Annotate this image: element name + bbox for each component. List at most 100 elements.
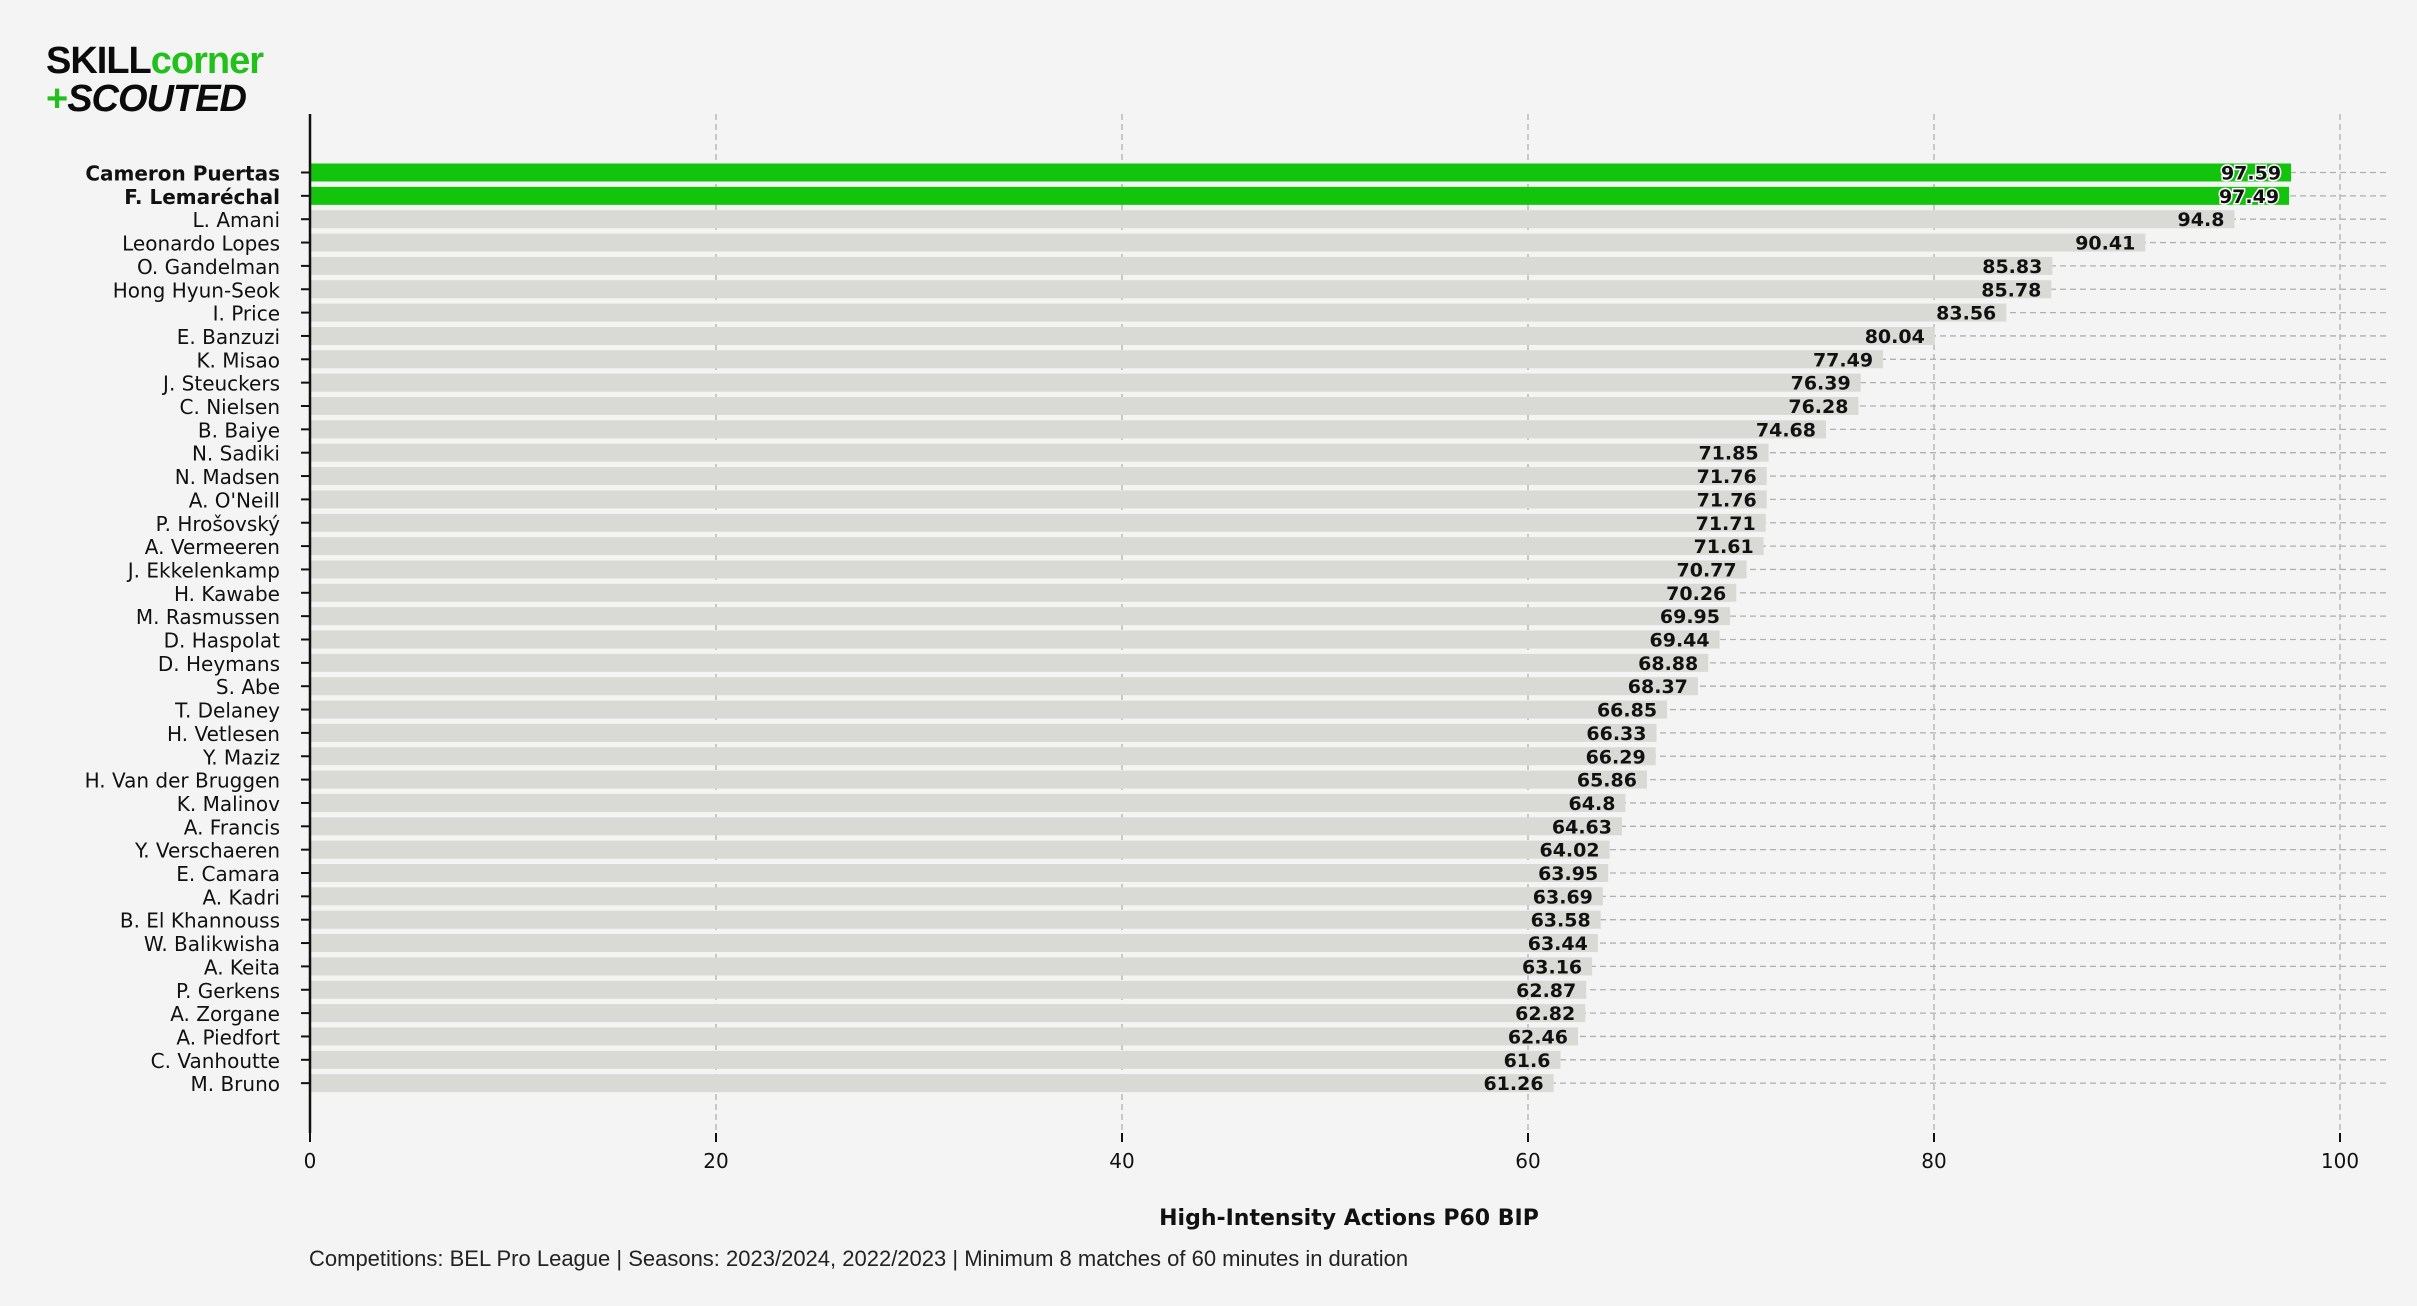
category-label: E. Banzuzi bbox=[177, 325, 280, 349]
value-label: 62.87 bbox=[1516, 980, 1576, 1002]
category-label: Cameron Puertas bbox=[85, 162, 280, 186]
logo-skill-text: SKILL bbox=[46, 40, 152, 82]
footer-note: Competitions: BEL Pro League | Seasons: … bbox=[309, 1246, 1409, 1271]
bar bbox=[310, 350, 1884, 369]
bar bbox=[310, 373, 1861, 392]
bar bbox=[310, 537, 1764, 556]
category-label: D. Heymans bbox=[158, 652, 280, 676]
bar bbox=[310, 560, 1747, 579]
bar bbox=[310, 934, 1598, 953]
logo-wordmark-top: SKILLcorner bbox=[46, 40, 264, 82]
value-label: 97.49 bbox=[2219, 186, 2279, 208]
bars bbox=[310, 163, 2292, 1093]
category-label: W. Balikwisha bbox=[144, 932, 280, 956]
category-label: E. Camara bbox=[176, 862, 280, 886]
bar bbox=[310, 793, 1626, 812]
value-label: 80.04 bbox=[1865, 326, 1925, 348]
x-tick-label: 40 bbox=[1109, 1149, 1134, 1173]
bar bbox=[310, 256, 2053, 275]
bar bbox=[310, 583, 1737, 602]
category-label: S. Abe bbox=[216, 675, 280, 699]
bar bbox=[310, 607, 1730, 626]
bar bbox=[310, 677, 1698, 696]
bar bbox=[310, 280, 2052, 299]
bar bbox=[310, 840, 1610, 859]
bar bbox=[310, 420, 1827, 439]
bar bbox=[310, 723, 1657, 742]
value-label: 66.85 bbox=[1597, 700, 1657, 722]
bar bbox=[310, 770, 1647, 789]
category-label: I. Price bbox=[213, 302, 280, 326]
value-label: 62.46 bbox=[1508, 1026, 1568, 1048]
logo-plus-text: + bbox=[46, 78, 68, 120]
value-label: 66.33 bbox=[1586, 723, 1646, 745]
bar bbox=[310, 210, 2235, 229]
category-label: A. Zorgane bbox=[170, 1002, 280, 1026]
category-label: A. Vermeeren bbox=[145, 535, 280, 559]
category-label: Hong Hyun-Seok bbox=[113, 278, 281, 302]
bar bbox=[310, 163, 2292, 182]
value-label: 71.85 bbox=[1698, 443, 1758, 465]
value-label: 63.58 bbox=[1531, 910, 1591, 932]
value-label: 71.71 bbox=[1696, 513, 1756, 535]
category-label: D. Haspolat bbox=[164, 629, 281, 653]
category-label: H. Van der Bruggen bbox=[85, 769, 280, 793]
bar bbox=[310, 957, 1593, 976]
value-label: 77.49 bbox=[1813, 349, 1873, 371]
category-label: Y. Maziz bbox=[202, 745, 280, 769]
bar bbox=[310, 186, 2290, 205]
x-tick-label: 80 bbox=[1921, 1149, 1946, 1173]
value-label: 69.44 bbox=[1650, 630, 1710, 652]
bar bbox=[310, 887, 1603, 906]
category-label: J. Ekkelenkamp bbox=[126, 558, 280, 582]
category-label: P. Hrošovský bbox=[156, 512, 281, 536]
category-label: A. Piedfort bbox=[176, 1025, 280, 1049]
category-label: N. Madsen bbox=[175, 465, 280, 489]
bar bbox=[310, 980, 1587, 999]
value-label: 64.02 bbox=[1539, 840, 1599, 862]
bar bbox=[310, 747, 1656, 766]
value-label: 69.95 bbox=[1660, 606, 1720, 628]
category-label: A. Kadri bbox=[202, 885, 280, 909]
category-label: K. Misao bbox=[196, 348, 280, 372]
value-label: 61.6 bbox=[1504, 1050, 1551, 1072]
value-labels: 97.5997.4994.890.4185.8385.7883.5680.047… bbox=[1483, 161, 2282, 1095]
category-label: M. Bruno bbox=[190, 1072, 280, 1096]
category-label: Leonardo Lopes bbox=[122, 232, 280, 256]
category-label: M. Rasmussen bbox=[136, 605, 280, 629]
bar bbox=[310, 443, 1769, 462]
bar bbox=[310, 490, 1767, 509]
bar bbox=[310, 467, 1767, 486]
bar bbox=[310, 397, 1859, 415]
value-label: 90.41 bbox=[2075, 233, 2135, 255]
bar bbox=[310, 1050, 1561, 1069]
value-label: 61.26 bbox=[1483, 1073, 1543, 1095]
category-label: Y. Verschaeren bbox=[134, 839, 280, 863]
bar bbox=[310, 326, 1935, 345]
value-label: 71.61 bbox=[1694, 536, 1754, 558]
category-label: O. Gandelman bbox=[137, 255, 280, 279]
value-label: 64.63 bbox=[1552, 816, 1612, 838]
value-label: 97.59 bbox=[2221, 163, 2281, 185]
bar bbox=[310, 653, 1709, 672]
category-label: A. Francis bbox=[184, 815, 280, 839]
value-label: 76.39 bbox=[1791, 373, 1851, 395]
bar bbox=[310, 1027, 1578, 1046]
category-label: K. Malinov bbox=[177, 792, 280, 816]
value-label: 63.69 bbox=[1533, 886, 1593, 908]
value-label: 63.16 bbox=[1522, 956, 1582, 978]
value-label: 66.29 bbox=[1586, 746, 1646, 768]
category-label: C. Nielsen bbox=[180, 395, 280, 419]
x-axis-title: High-Intensity Actions P60 BIP bbox=[1159, 1206, 1539, 1231]
value-label: 65.86 bbox=[1577, 770, 1637, 792]
category-label: N. Sadiki bbox=[192, 442, 280, 466]
category-label: P. Gerkens bbox=[176, 979, 280, 1003]
value-label: 63.44 bbox=[1528, 933, 1588, 955]
category-label: T. Delaney bbox=[174, 699, 280, 723]
logo-corner-text: corner bbox=[150, 40, 264, 82]
value-label: 68.88 bbox=[1638, 653, 1698, 675]
bar bbox=[310, 630, 1720, 649]
bar bbox=[310, 700, 1668, 719]
category-label: L. Amani bbox=[192, 208, 280, 232]
